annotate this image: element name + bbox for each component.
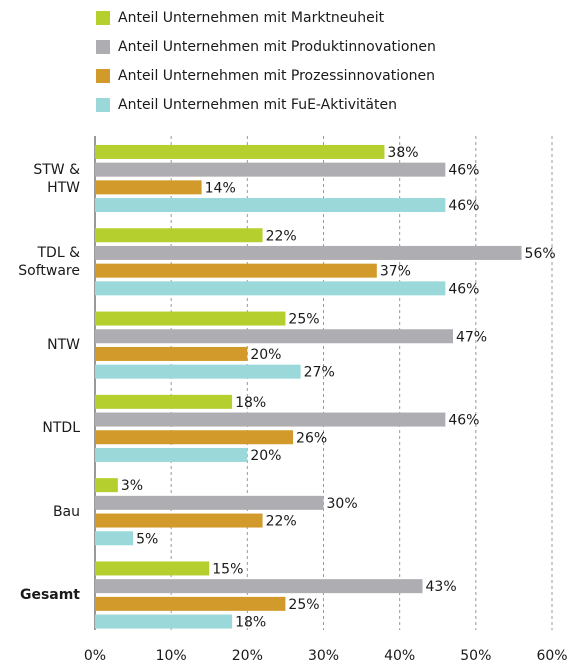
bar xyxy=(95,430,294,445)
x-tick-label: 10% xyxy=(156,648,187,664)
legend-label: Anteil Unternehmen mit Marktneuheit xyxy=(118,10,385,26)
category-label: Bau xyxy=(52,503,80,520)
x-tick-label: 0% xyxy=(84,648,106,664)
bar xyxy=(95,561,210,576)
value-label: 14% xyxy=(205,180,236,196)
value-label: 46% xyxy=(448,413,479,429)
value-label: 46% xyxy=(448,198,479,214)
value-label: 46% xyxy=(448,163,479,179)
bar xyxy=(95,144,385,159)
category-label: NTDL xyxy=(42,420,80,437)
value-label: 25% xyxy=(288,312,319,328)
x-tick-label: 20% xyxy=(232,648,263,664)
value-label: 37% xyxy=(380,264,411,280)
x-tick-label: 50% xyxy=(460,648,491,664)
legend-swatch xyxy=(96,98,110,112)
bar xyxy=(95,447,248,462)
bar xyxy=(95,614,233,629)
legend-label: Anteil Unternehmen mit Produktinnovation… xyxy=(118,39,436,55)
legend-label: Anteil Unternehmen mit Prozessinnovation… xyxy=(118,68,435,84)
bar xyxy=(95,311,286,326)
bar xyxy=(95,228,263,243)
legend-swatch xyxy=(96,11,110,25)
bar xyxy=(95,531,134,546)
category-label: Gesamt xyxy=(19,587,80,603)
bar xyxy=(95,263,377,278)
value-label: 20% xyxy=(250,347,281,363)
bar xyxy=(95,281,446,296)
value-label: 3% xyxy=(121,478,143,494)
value-label: 56% xyxy=(525,246,556,262)
value-label: 30% xyxy=(327,496,358,512)
bar xyxy=(95,495,324,510)
value-label: 18% xyxy=(235,615,266,631)
x-tick-label: 30% xyxy=(308,648,339,664)
value-label: 5% xyxy=(136,531,158,547)
bar xyxy=(95,412,446,427)
bar xyxy=(95,245,522,260)
bar xyxy=(95,579,423,594)
bar xyxy=(95,346,248,361)
value-label: 22% xyxy=(266,514,297,530)
category-label: NTW xyxy=(47,337,80,354)
legend-label: Anteil Unternehmen mit FuE-Aktivitäten xyxy=(118,97,397,113)
category-label: STW & HTW xyxy=(33,161,80,196)
value-label: 46% xyxy=(448,281,479,297)
value-label: 43% xyxy=(426,579,457,595)
bar xyxy=(95,478,118,493)
value-label: 20% xyxy=(250,448,281,464)
bar xyxy=(95,596,286,611)
legend-swatch xyxy=(96,69,110,83)
x-tick-label: 40% xyxy=(384,648,415,664)
bar xyxy=(95,162,446,177)
x-tick-label: 60% xyxy=(536,648,567,664)
bar xyxy=(95,513,263,528)
bar xyxy=(95,329,453,344)
value-label: 27% xyxy=(304,365,335,381)
value-label: 26% xyxy=(296,430,327,446)
bar xyxy=(95,180,202,195)
value-label: 25% xyxy=(288,597,319,613)
value-label: 22% xyxy=(266,228,297,244)
legend-swatch xyxy=(96,40,110,54)
bar xyxy=(95,364,301,379)
category-label: TDL & Software xyxy=(18,244,80,279)
value-label: 47% xyxy=(456,329,487,345)
value-label: 38% xyxy=(387,145,418,161)
bar xyxy=(95,198,446,213)
value-label: 18% xyxy=(235,395,266,411)
value-label: 15% xyxy=(212,561,243,577)
bar xyxy=(95,394,233,409)
